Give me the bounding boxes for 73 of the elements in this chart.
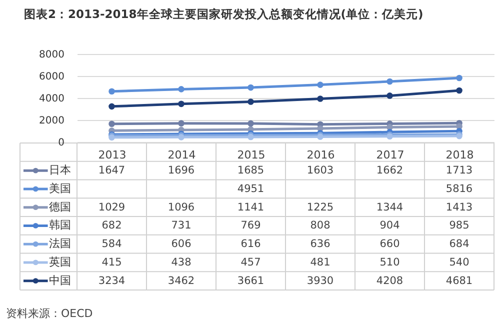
x-tick-label: 2013 [98, 148, 126, 162]
data-label: 1225 [306, 201, 334, 214]
y-tick-label: 2000 [39, 116, 64, 126]
data-label: 3234 [98, 274, 126, 287]
legend-label: 中国 [49, 274, 72, 287]
legend-label: 美国 [49, 182, 72, 195]
chart-title: 图表2：2013-2018年全球主要国家研发投入总额变化情况(单位：亿美元) [24, 7, 424, 22]
point [456, 74, 462, 82]
point [178, 86, 184, 92]
point [108, 120, 115, 128]
y-tick-label: 8000 [39, 50, 64, 60]
point [248, 84, 254, 91]
data-label: 584 [102, 238, 122, 250]
data-label: 4681 [446, 274, 473, 287]
data-label: 660 [380, 238, 400, 250]
data-label: 985 [449, 220, 470, 232]
legend-label: 法国 [49, 237, 72, 250]
y-tick-label: 4000 [39, 94, 64, 104]
data-label: 1096 [168, 201, 195, 214]
legend-label: 日本 [49, 164, 72, 177]
data-label: 4208 [376, 274, 404, 287]
data-label: 4951 [237, 182, 264, 195]
point [386, 92, 393, 99]
point [386, 78, 393, 85]
y-tick-label: 6000 [39, 72, 64, 82]
data-label: 1685 [237, 164, 264, 177]
point [108, 88, 115, 95]
legend-label: 韩国 [49, 218, 72, 232]
data-label: 457 [240, 256, 261, 268]
data-label: 481 [310, 256, 330, 268]
data-label: 1662 [376, 164, 404, 177]
data-label: 540 [449, 256, 470, 268]
x-tick-label: 2014 [168, 148, 196, 162]
point [108, 103, 115, 110]
point [317, 96, 324, 102]
point [178, 100, 184, 108]
data-label: 3930 [306, 274, 334, 287]
data-label: 769 [240, 220, 261, 232]
x-tick-label: 2016 [306, 148, 335, 162]
x-tick-label: 2018 [446, 148, 474, 162]
legend-label: 英国 [49, 255, 72, 268]
point [178, 120, 184, 126]
data-label: 5816 [446, 182, 473, 195]
x-tick-label: 2015 [237, 148, 266, 162]
point [248, 120, 254, 127]
data-label: 808 [310, 220, 330, 232]
data-label: 684 [449, 238, 470, 250]
point [317, 82, 324, 88]
data-label: 1603 [306, 164, 334, 177]
data-label: 1647 [98, 164, 126, 177]
data-label: 1344 [376, 201, 404, 214]
data-label: 1413 [446, 201, 473, 214]
data-label: 636 [310, 238, 331, 250]
data-label: 606 [171, 238, 192, 250]
y-tick-label: 0 [58, 138, 64, 148]
data-label: 3661 [237, 274, 264, 287]
point [248, 98, 254, 105]
data-label: 510 [380, 256, 400, 268]
data-label: 3462 [168, 274, 195, 287]
data-label: 438 [171, 256, 192, 268]
data-label: 1713 [446, 164, 473, 177]
data-label: 1029 [98, 201, 126, 214]
data-label: 415 [102, 256, 122, 268]
data-label: 904 [380, 220, 400, 232]
x-tick-label: 2017 [376, 148, 404, 162]
data-label: 731 [171, 220, 192, 232]
text: 资料来源：OECD [6, 306, 93, 321]
data-label: 1696 [168, 164, 195, 177]
data-label: 616 [240, 238, 262, 250]
data-label: 682 [102, 220, 122, 232]
data-label: 1141 [237, 201, 264, 214]
legend-label: 德国 [49, 200, 72, 214]
point [456, 87, 462, 94]
